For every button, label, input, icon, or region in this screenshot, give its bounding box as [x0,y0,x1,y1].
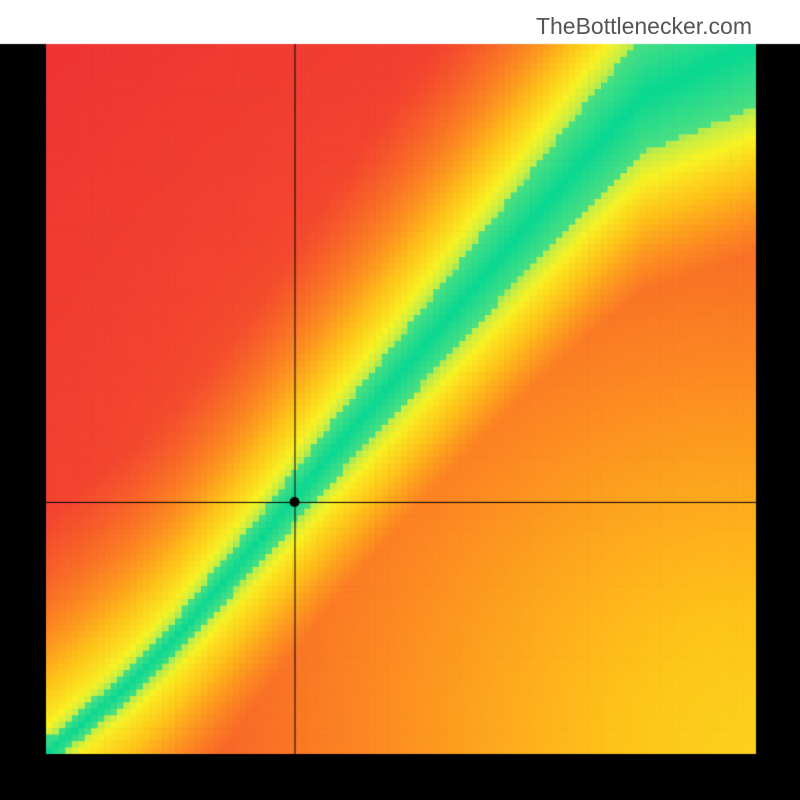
chart-container: TheBottlenecker.com [0,0,800,800]
watermark-text: TheBottlenecker.com [536,13,752,40]
heatmap-canvas [0,0,800,800]
